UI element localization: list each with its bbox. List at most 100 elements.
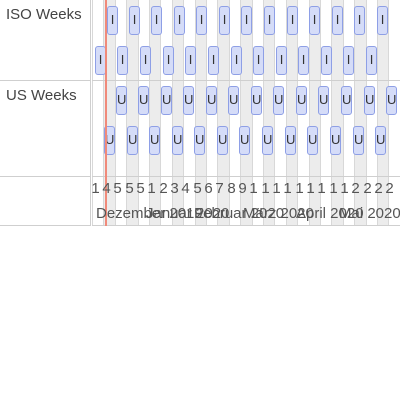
iso-week-item[interactable]: I	[253, 46, 264, 75]
iso-week-item[interactable]: I	[287, 6, 298, 35]
iso-week-item[interactable]: I	[117, 46, 128, 75]
axis-month-label: April 2020	[296, 205, 364, 222]
us-week-item[interactable]: U	[285, 126, 296, 155]
axis-week-number: 1	[272, 180, 281, 197]
grid-column	[308, 0, 321, 226]
iso-week-item[interactable]: I	[140, 46, 151, 75]
axis-week-number: 1	[91, 180, 100, 197]
us-week-item[interactable]: U	[262, 126, 273, 155]
iso-week-item[interactable]: I	[241, 6, 252, 35]
axis-week-number: 4	[102, 180, 111, 197]
us-week-item[interactable]: U	[375, 126, 386, 155]
us-week-item[interactable]: U	[228, 86, 239, 115]
axis-week-number: 1	[340, 180, 349, 197]
axis-week-number: 2	[385, 180, 394, 197]
us-week-item[interactable]: U	[104, 126, 115, 155]
iso-week-item[interactable]: I	[174, 6, 185, 35]
axis-week-number: 1	[147, 180, 156, 197]
us-week-item[interactable]: U	[318, 86, 329, 115]
grid-column	[377, 0, 390, 226]
iso-week-item[interactable]: I	[151, 6, 162, 35]
axis-separator	[92, 176, 400, 177]
us-week-item[interactable]: U	[149, 126, 160, 155]
axis-week-number: 7	[215, 180, 224, 197]
axis-month-label: März 2020	[243, 205, 314, 222]
us-week-item[interactable]: U	[353, 126, 364, 155]
axis-month-label: Januar 2020	[146, 205, 230, 222]
axis-week-number: 1	[249, 180, 258, 197]
grid-column	[194, 0, 207, 226]
axis-week-number: 2	[374, 180, 383, 197]
axis-week-number: 5	[125, 180, 134, 197]
us-week-item[interactable]: U	[273, 86, 284, 115]
axis-week-number: 1	[283, 180, 292, 197]
us-week-item[interactable]: U	[127, 126, 138, 155]
grid-column	[240, 0, 253, 226]
iso-week-item[interactable]: I	[163, 46, 174, 75]
grid-column	[285, 0, 299, 226]
axis-week-number: 1	[295, 180, 304, 197]
group-label-text: ISO Weeks	[6, 6, 82, 23]
iso-week-item[interactable]: I	[377, 6, 388, 35]
iso-week-item[interactable]: I	[196, 6, 207, 35]
us-week-item[interactable]: U	[341, 86, 352, 115]
iso-week-item[interactable]: I	[343, 46, 354, 75]
grid-column	[114, 0, 127, 226]
grid-column	[263, 0, 276, 226]
iso-week-item[interactable]: I	[107, 6, 118, 35]
grid-column	[331, 0, 344, 226]
us-week-item[interactable]: U	[330, 126, 341, 155]
group-label-us-weeks: US Weeks	[0, 81, 91, 177]
iso-week-item[interactable]: I	[298, 46, 309, 75]
us-week-item[interactable]: U	[183, 86, 194, 115]
axis-week-number: 1	[329, 180, 338, 197]
us-week-item[interactable]: U	[307, 126, 318, 155]
us-week-item[interactable]: U	[251, 86, 262, 115]
us-week-item[interactable]: U	[296, 86, 307, 115]
us-week-item[interactable]: U	[206, 86, 217, 115]
iso-week-item[interactable]: I	[219, 6, 230, 35]
grid-column	[149, 0, 162, 226]
grid-column	[354, 0, 367, 226]
axis-week-number: 1	[317, 180, 326, 197]
grid-column	[160, 0, 172, 226]
iso-week-item[interactable]: I	[264, 6, 275, 35]
us-week-item[interactable]: U	[217, 126, 228, 155]
grid-column	[171, 0, 185, 226]
axis-bottom-line	[92, 225, 400, 226]
us-week-item[interactable]: U	[161, 86, 172, 115]
axis-week-number: 2	[363, 180, 372, 197]
group-label-iso-weeks: ISO Weeks	[0, 0, 91, 81]
iso-week-item[interactable]: I	[276, 46, 287, 75]
axis-week-number: 5	[136, 180, 145, 197]
us-week-item[interactable]: U	[386, 86, 397, 115]
iso-week-item[interactable]: I	[354, 6, 365, 35]
axis-week-number: 5	[193, 180, 202, 197]
iso-week-item[interactable]: I	[231, 46, 242, 75]
axis-week-number: 1	[261, 180, 270, 197]
timeline-grid	[92, 0, 400, 226]
iso-week-item[interactable]: I	[366, 46, 377, 75]
us-week-item[interactable]: U	[172, 126, 183, 155]
current-time-marker	[105, 0, 107, 226]
iso-week-item[interactable]: I	[208, 46, 219, 75]
iso-week-item[interactable]: I	[321, 46, 332, 75]
iso-week-item[interactable]: I	[185, 46, 196, 75]
iso-week-item[interactable]: I	[309, 6, 320, 35]
iso-week-item[interactable]: I	[129, 6, 140, 35]
axis-week-number: 1	[306, 180, 315, 197]
axis-week-number: 6	[204, 180, 213, 197]
us-week-item[interactable]: U	[364, 86, 375, 115]
us-week-item[interactable]: U	[194, 126, 205, 155]
axis-month-label: Februar 2020	[194, 205, 285, 222]
us-week-item[interactable]: U	[138, 86, 149, 115]
iso-week-item[interactable]: I	[332, 6, 343, 35]
axis-month-label: Dezember 2019	[96, 205, 203, 222]
axis-week-number: 2	[159, 180, 168, 197]
us-week-item[interactable]: U	[116, 86, 127, 115]
axis-week-number: 4	[181, 180, 190, 197]
axis-week-number: 2	[351, 180, 360, 197]
us-week-item[interactable]: U	[239, 126, 250, 155]
group-label-text: US Weeks	[6, 87, 77, 104]
